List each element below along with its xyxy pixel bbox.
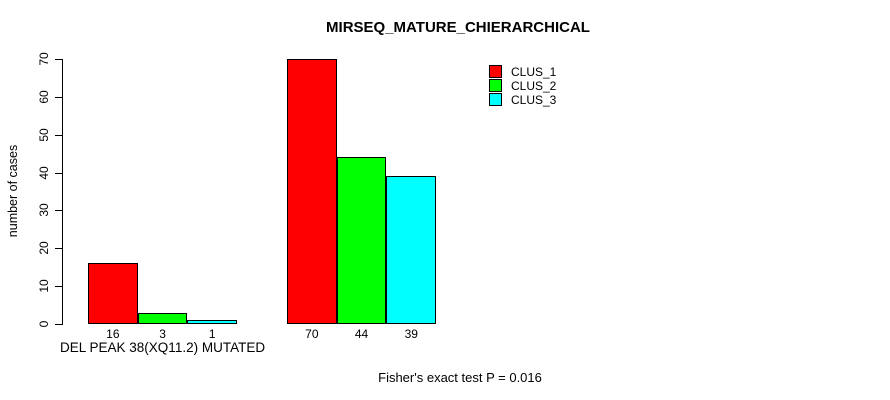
- bar-clus_1: [88, 263, 138, 324]
- y-axis-tick: [55, 210, 62, 212]
- y-axis-tick: [55, 172, 62, 174]
- bar-clus_1: [287, 59, 337, 324]
- x-axis-group-label: DEL PEAK 38(XQ11.2) MUTATED: [60, 340, 266, 355]
- legend-swatch-clus_2: [489, 79, 502, 92]
- y-tick-label: 60: [37, 90, 51, 104]
- bar-clus_2: [336, 157, 387, 324]
- bar-value-label: 44: [354, 327, 369, 341]
- y-tick-label: 10: [37, 279, 51, 293]
- legend-swatch-clus_1: [489, 65, 502, 78]
- bar-clus_3: [187, 320, 238, 324]
- bar-clus_3: [386, 176, 437, 324]
- y-axis-line: [62, 59, 63, 325]
- y-tick-label: 70: [37, 52, 51, 66]
- fisher-test-annotation: Fisher's exact test P = 0.016: [378, 370, 542, 385]
- legend-label-clus_3: CLUS_3: [511, 93, 557, 107]
- y-tick-label: 30: [37, 203, 51, 218]
- bar-value-label: 70: [305, 327, 319, 341]
- legend-label-clus_2: CLUS_2: [511, 79, 557, 93]
- y-axis-tick: [55, 286, 62, 288]
- y-axis-tick: [55, 96, 62, 98]
- bar-value-label: 39: [404, 327, 418, 341]
- y-axis-tick: [55, 324, 62, 325]
- legend-swatch-clus_3: [489, 93, 502, 106]
- y-tick-label: 0: [37, 320, 51, 328]
- chart-title: MIRSEQ_MATURE_CHIERARCHICAL: [326, 19, 590, 36]
- bar-value-label: 3: [159, 327, 166, 341]
- y-axis-tick: [55, 59, 62, 60]
- y-axis-tick: [55, 134, 62, 136]
- y-tick-label: 50: [37, 128, 51, 142]
- y-tick-label: 20: [37, 241, 51, 255]
- y-axis-label: number of cases: [6, 144, 20, 238]
- bar-value-label: 16: [106, 327, 120, 341]
- y-tick-label: 40: [37, 165, 51, 180]
- legend-label-clus_1: CLUS_1: [511, 65, 557, 79]
- bar-value-label: 1: [208, 327, 216, 341]
- bar-clus_2: [137, 312, 188, 324]
- y-axis-tick: [55, 248, 62, 250]
